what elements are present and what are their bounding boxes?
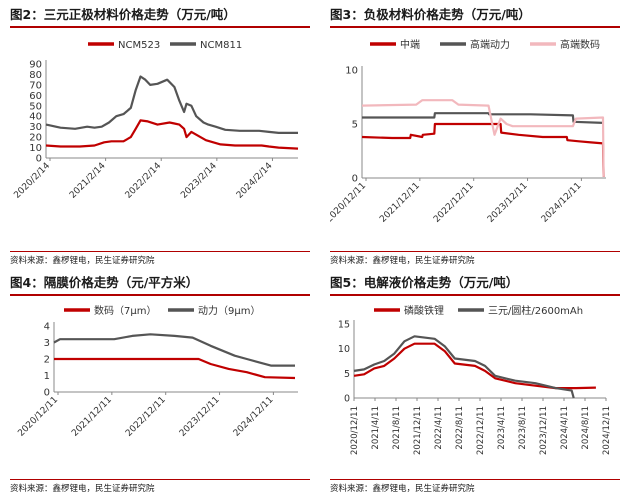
chart-svg: 0 1 2 3 4 2020/12/11 2021/12/11 2022/12/11 2023/… [16, 304, 298, 439]
x-tick-label: 2021/4/11 [371, 406, 381, 450]
x-tick-label: 2024/2/14 [235, 161, 275, 201]
x-tick-label: 2024/4/11 [560, 406, 570, 450]
source-note: 资料来源：鑫椤锂电，民生证券研究院 [330, 256, 475, 266]
legend-label: 高端动力 [470, 38, 510, 51]
chart-title: 图3：负极材料价格走势（万元/吨） [330, 7, 531, 22]
chart-title: 图5：电解液价格走势（万元/吨） [330, 275, 519, 290]
title-rule [10, 294, 310, 296]
y-tick-label: 3 [44, 338, 50, 349]
x-tick-label: 2022/12/11 [432, 181, 476, 225]
y-tick-label: 90 [29, 60, 42, 71]
x-tick-label: 2022/12/11 [476, 406, 486, 455]
y-tick-label: 2 [44, 355, 50, 366]
y-tick-label: 70 [29, 80, 42, 91]
x-tick-label: 2021/2/14 [68, 161, 108, 201]
y-tick-label: 30 [29, 122, 42, 133]
y-tick-label: 15 [338, 320, 350, 331]
series-line [45, 119, 299, 150]
title-rule [330, 26, 620, 28]
legend-label: 三元/圆柱/2600mAh [488, 304, 583, 317]
footer-rule [330, 479, 620, 480]
y-tick-label: 10 [29, 143, 42, 154]
chart-title: 图2：三元正极材料价格走势（万元/吨） [10, 7, 236, 22]
legend-label: 动力（9μm） [198, 304, 260, 317]
y-tick-label: 20 [29, 133, 42, 144]
x-tick-label: 2021/8/11 [392, 406, 402, 450]
y-tick-label: 5 [344, 369, 350, 380]
footer-rule [10, 251, 310, 252]
panel-cathode-price: 图2：三元正极材料价格走势（万元/吨） 0 10 20 30 40 50 60 70 80 90 2… [10, 4, 310, 266]
x-tick-label: 2024/12/11 [540, 181, 584, 225]
y-tick-label: 80 [29, 70, 42, 81]
y-tick-label: 50 [29, 101, 42, 112]
footer-rule [10, 479, 310, 480]
x-tick-label: 2021/12/11 [378, 181, 422, 225]
legend-label: 高端数码 [560, 38, 600, 51]
y-tick-label: 5 [352, 120, 358, 131]
legend-label: 数码（7μm） [94, 304, 156, 317]
legend-label: NCM811 [200, 40, 242, 51]
y-tick-label: 10 [338, 344, 350, 355]
source-note: 资料来源：鑫椤锂电，民生证券研究院 [10, 484, 155, 494]
x-tick-label: 2022/2/14 [124, 161, 164, 201]
title-rule [330, 294, 620, 296]
y-tick-label: 1 [44, 371, 50, 382]
x-tick-label: 2024/8/11 [581, 406, 591, 450]
source-note: 资料来源：鑫椤锂电，民生证券研究院 [10, 256, 155, 266]
panel-anode-price: 图3：负极材料价格走势（万元/吨） 0 5 10 2020/12/11 2021/12/… [330, 4, 620, 266]
panel-separator-price: 图4：隔膜价格走势（元/平方米） 0 1 2 3 4 2020/12/11 2021/12/… [10, 272, 310, 500]
title-rule [10, 26, 310, 28]
chart-svg: 0 5 10 2020/12/11 2021/12/11 2022/12/11 2023/1… [330, 38, 606, 225]
series-line [362, 112, 604, 124]
y-tick-label: 0 [44, 388, 50, 399]
x-tick-label: 2022/4/11 [434, 406, 444, 450]
source-note: 资料来源：鑫椤锂电，民生证券研究院 [330, 484, 475, 494]
legend-label: 中端 [400, 38, 420, 51]
y-tick-label: 0 [344, 394, 350, 405]
y-tick-label: 10 [345, 66, 358, 77]
x-tick-label: 2023/4/11 [497, 406, 507, 450]
legend-label: NCM523 [118, 40, 160, 51]
series-line [53, 333, 295, 367]
legend-label: 磷酸铁锂 [404, 304, 444, 317]
x-tick-label: 2023/12/11 [178, 395, 222, 439]
series-line [361, 122, 605, 177]
x-tick-label: 2022/8/11 [455, 406, 465, 450]
x-tick-label: 2021/12/11 [70, 395, 114, 439]
x-tick-label: 2023/12/11 [539, 406, 549, 455]
x-tick-label: 2023/8/11 [518, 406, 528, 450]
x-tick-label: 2020/12/11 [330, 181, 368, 225]
y-tick-label: 40 [29, 112, 42, 123]
series-line [45, 75, 298, 135]
series-line [54, 357, 296, 380]
series-line [361, 99, 605, 177]
chart-title: 图4：隔膜价格走势（元/平方米） [10, 275, 199, 290]
chart-svg: 0 5 10 15 2020/12/11 2021/4/11 2021/8/11 2021/1… [338, 304, 612, 455]
x-tick-label: 2020/2/14 [12, 161, 52, 201]
panel-electrolyte-price: 图5：电解液价格走势（万元/吨） 0 5 10 15 2020/12/11 2021/4/… [330, 272, 620, 500]
y-tick-label: 4 [44, 322, 50, 333]
footer-rule [330, 251, 620, 252]
x-tick-label: 2022/12/11 [124, 395, 168, 439]
x-tick-label: 2023/12/11 [486, 181, 530, 225]
x-tick-label: 2024/12/11 [232, 395, 276, 439]
x-tick-label: 2024/12/11 [602, 406, 612, 455]
x-tick-label: 2020/12/11 [16, 395, 60, 439]
y-tick-label: 0 [352, 174, 358, 185]
x-tick-label: 2021/12/11 [413, 406, 423, 455]
y-tick-label: 60 [29, 91, 42, 102]
y-tick-label: 0 [36, 154, 42, 165]
series-line [353, 342, 596, 390]
series-line [353, 335, 575, 399]
x-tick-label: 2023/2/14 [179, 161, 219, 201]
x-tick-label: 2020/12/11 [350, 406, 360, 455]
